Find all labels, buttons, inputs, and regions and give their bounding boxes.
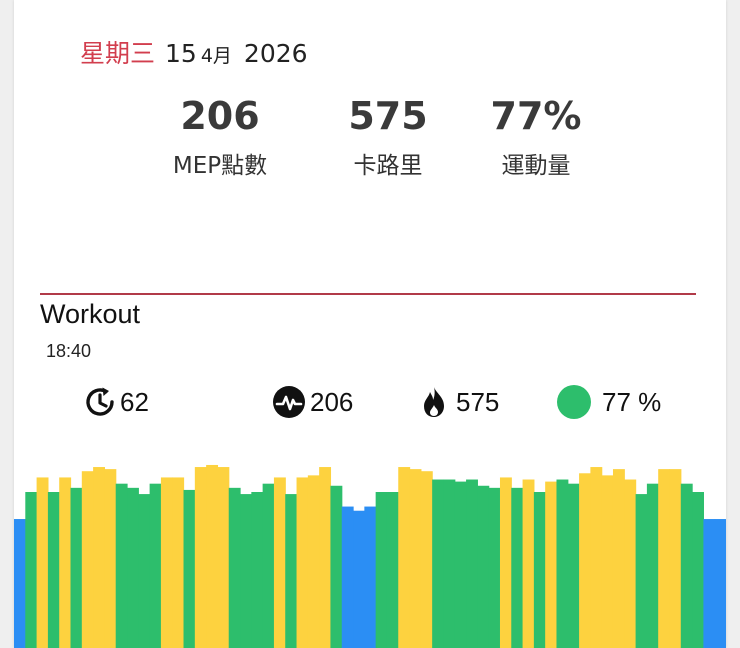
chart-bar: [93, 467, 106, 648]
year-label: 2026: [243, 39, 308, 68]
chart-bar: [330, 485, 343, 648]
chart-bar: [533, 492, 546, 648]
chart-bar: [14, 519, 26, 648]
chart-bar: [138, 494, 151, 648]
mep-value: 206: [310, 386, 354, 417]
chart-bar: [624, 479, 637, 648]
chart-bar: [262, 483, 275, 648]
effort-summary-value: 77%: [490, 94, 582, 138]
duration-metric: 62: [82, 384, 149, 420]
chart-bar: [81, 471, 94, 648]
chart-bar: [251, 492, 264, 648]
chart-bar: [47, 492, 60, 648]
divider: [40, 293, 696, 295]
calories-summary-value: 575: [348, 94, 428, 138]
chart-bar: [183, 489, 196, 648]
chart-bar: [386, 492, 399, 648]
green-dot-icon: [556, 384, 592, 420]
chart-bar: [273, 477, 286, 648]
chart-bar: [488, 487, 501, 648]
chart-bar: [658, 469, 671, 648]
effort-metric: 77 %: [556, 384, 661, 420]
chart-bar: [420, 471, 433, 648]
chart-bar: [319, 467, 332, 648]
chart-bar: [590, 467, 603, 648]
chart-bar: [499, 477, 512, 648]
flame-icon: [420, 385, 448, 419]
chart-bar: [432, 479, 445, 648]
chart-bar: [36, 477, 49, 648]
calories-summary: 575 卡路里: [318, 92, 458, 180]
effort-summary: 77% 運動量: [466, 92, 606, 180]
mep-summary-value: 206: [180, 94, 260, 138]
calories-metric: 575: [420, 384, 499, 420]
date-header: 星期三 15 4月 2026: [80, 34, 308, 70]
chart-bar: [149, 483, 162, 648]
chart-bar: [341, 506, 354, 648]
workout-title[interactable]: Workout: [40, 299, 141, 329]
chart-bar: [635, 494, 648, 648]
chart-bar: [669, 469, 682, 648]
chart-bar: [511, 487, 524, 648]
mep-summary-label: MEP點數: [172, 153, 268, 179]
chart-bar: [115, 483, 128, 648]
chart-bar: [127, 487, 139, 648]
chart-bar: [217, 467, 230, 648]
chart-bar: [522, 479, 535, 648]
mep-summary: 206 MEP點數: [150, 92, 290, 180]
heart-rate-zone-chart: [14, 464, 726, 648]
chart-bar: [646, 483, 659, 648]
chart-bar: [296, 477, 309, 648]
workout-card: 星期三 15 4月 2026 206 MEP點數 575 卡路里 77% 運動量 Wo…: [14, 0, 726, 648]
mep-metric: 206: [272, 384, 353, 420]
chart-bar: [375, 492, 388, 648]
chart-bar: [567, 483, 580, 648]
chart-bar: [466, 479, 478, 648]
chart-bar: [703, 519, 716, 648]
chart-bar: [579, 473, 591, 648]
calories-summary-label: 卡路里: [353, 153, 423, 179]
timer-icon: [82, 384, 120, 420]
chart-bar: [364, 506, 377, 648]
chart-bar: [194, 467, 207, 648]
chart-bar: [70, 487, 83, 648]
chart-bar: [680, 483, 693, 648]
chart-bar: [285, 494, 298, 648]
chart-bar: [692, 492, 704, 648]
chart-bar: [556, 479, 569, 648]
chart-bar: [477, 485, 490, 648]
chart-bar: [545, 481, 558, 648]
effort-value: 77 %: [602, 386, 662, 417]
weekday-label: 星期三: [80, 39, 156, 68]
effort-summary-label: 運動量: [501, 153, 571, 179]
chart-bar: [601, 475, 614, 648]
chart-bar: [228, 487, 241, 648]
chart-bar: [307, 475, 320, 648]
chart-bar: [353, 510, 365, 648]
day-label: 15: [165, 39, 197, 68]
chart-bar: [612, 469, 625, 648]
chart-bar: [240, 494, 252, 648]
chart-bar: [714, 519, 726, 648]
workout-time: 18:40: [46, 341, 92, 361]
chart-bar: [398, 467, 411, 648]
chart-bar: [104, 469, 117, 648]
duration-value: 62: [120, 386, 149, 417]
chart-bar: [25, 492, 38, 648]
chart-bar: [206, 464, 219, 648]
chart-bar: [160, 477, 173, 648]
chart-bar: [443, 479, 456, 648]
heartbeat-icon: [272, 385, 306, 419]
month-label: 4月: [200, 45, 232, 67]
calories-value: 575: [456, 386, 500, 417]
chart-bar: [59, 477, 72, 648]
chart-bar: [409, 469, 422, 648]
chart-bar: [172, 477, 185, 648]
chart-bar: [454, 481, 467, 648]
